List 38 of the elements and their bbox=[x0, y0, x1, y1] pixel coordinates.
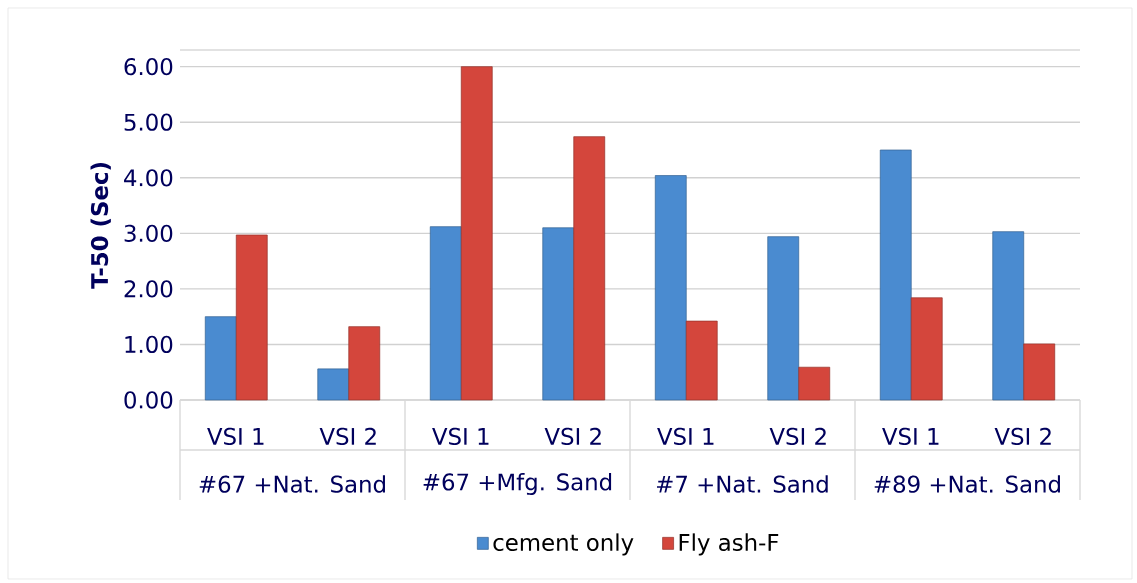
legend-label: cement only bbox=[493, 533, 634, 556]
bar bbox=[992, 231, 1025, 401]
y-tick-label: 6.00 bbox=[124, 58, 173, 76]
bar bbox=[1023, 343, 1056, 401]
x-tick-label: VSI 1 bbox=[882, 427, 939, 446]
bar bbox=[767, 236, 800, 401]
x-tick-label: VSI 2 bbox=[319, 427, 376, 446]
x-tick-label: VSI 1 bbox=[207, 427, 264, 446]
bar bbox=[542, 227, 575, 401]
bar bbox=[910, 297, 943, 401]
y-tick-label: 1.00 bbox=[125, 335, 173, 354]
text: #67 +Nat. Sand bbox=[199, 475, 385, 493]
x-tick-label: VSI 2 bbox=[769, 427, 826, 446]
bar bbox=[317, 368, 350, 401]
x-tick-label: VSI 2 bbox=[994, 427, 1051, 446]
bar bbox=[654, 175, 687, 401]
bar bbox=[235, 234, 268, 401]
y-tick-label: 2.00 bbox=[124, 280, 173, 298]
legend-label: Fly ash-F bbox=[679, 533, 779, 556]
y-tick-label: 0.00 bbox=[124, 391, 173, 409]
text: #67 +Mfg. Sand bbox=[423, 472, 612, 496]
text: #89 +Nat. Sand bbox=[874, 475, 1060, 493]
bar bbox=[685, 320, 718, 401]
bar bbox=[798, 366, 831, 401]
x-tick-label: VSI 1 bbox=[657, 427, 714, 446]
x-tick-label: VSI 1 bbox=[432, 427, 489, 446]
bar bbox=[879, 149, 912, 401]
y-axis-title: T-50 (Sec) bbox=[90, 163, 111, 289]
text: #7 +Nat. Sand bbox=[656, 475, 828, 493]
bar bbox=[348, 326, 381, 401]
bar bbox=[204, 316, 237, 401]
y-tick-label: 3.00 bbox=[124, 224, 173, 242]
bar bbox=[429, 226, 462, 401]
bar bbox=[573, 136, 606, 401]
bar bbox=[460, 66, 493, 401]
y-tick-label: 4.00 bbox=[124, 169, 173, 187]
y-tick-label: 5.00 bbox=[124, 113, 173, 131]
x-tick-label: VSI 2 bbox=[544, 427, 601, 446]
